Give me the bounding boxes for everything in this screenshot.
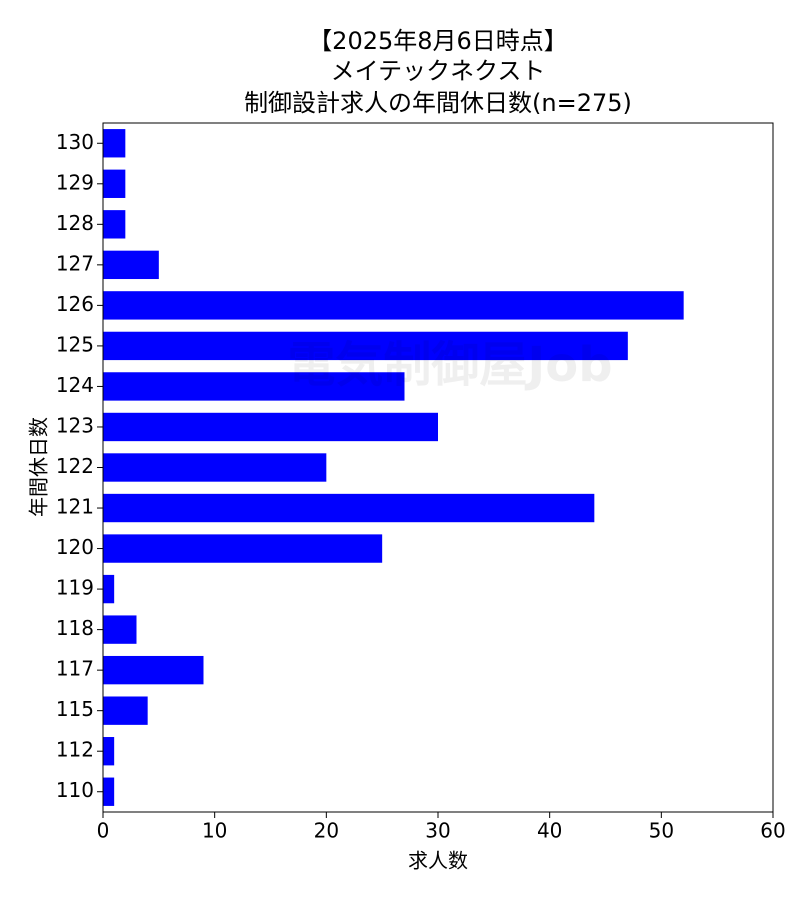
y-tick-label: 117 [56, 657, 94, 681]
chart-title: 【2025年8月6日時点】 [308, 27, 568, 55]
bar [103, 574, 115, 604]
x-tick-label: 30 [425, 819, 450, 843]
y-tick-label: 125 [56, 332, 94, 356]
bar [103, 453, 327, 482]
chart-title: メイテックネクスト [331, 57, 546, 85]
y-tick-label: 123 [56, 413, 94, 437]
bar [103, 250, 159, 280]
bar [103, 129, 126, 158]
x-tick-label: 40 [537, 819, 562, 843]
bar [103, 210, 126, 239]
bar [103, 696, 148, 725]
bar [103, 534, 383, 563]
y-tick-label: 126 [56, 292, 94, 316]
watermark: 電気制御屋Job [287, 337, 612, 393]
y-tick-label: 118 [56, 616, 94, 640]
x-tick-label: 60 [760, 819, 785, 843]
bar [103, 737, 115, 766]
x-tick-label: 20 [314, 819, 339, 843]
bar [103, 493, 595, 523]
y-tick-label: 115 [56, 697, 94, 721]
x-tick-label: 10 [202, 819, 227, 843]
bar [103, 372, 405, 401]
y-tick-label: 122 [56, 454, 94, 478]
y-tick-label: 128 [56, 211, 94, 235]
chart-title: 制御設計求人の年間休日数(n=275) [244, 89, 632, 117]
bar [103, 655, 204, 685]
y-tick-label: 119 [56, 576, 94, 600]
y-tick-label: 124 [56, 373, 94, 397]
x-tick-label: 0 [97, 819, 110, 843]
y-tick-label: 121 [56, 495, 94, 519]
bar [103, 412, 438, 442]
bar [103, 169, 126, 198]
bar [103, 615, 137, 644]
y-tick-label: 120 [56, 535, 94, 559]
y-axis-label: 年間休日数 [27, 417, 51, 517]
bar [103, 291, 684, 320]
plot-frame [102, 122, 774, 813]
bar [103, 777, 115, 806]
y-tick-label: 130 [56, 130, 94, 154]
y-tick-label: 127 [56, 251, 94, 275]
x-axis-label: 求人数 [408, 849, 468, 873]
y-tick-label: 110 [56, 778, 94, 802]
y-tick-label: 112 [56, 738, 94, 762]
bar [103, 331, 628, 361]
y-tick-label: 129 [56, 170, 94, 194]
x-tick-label: 50 [649, 819, 674, 843]
